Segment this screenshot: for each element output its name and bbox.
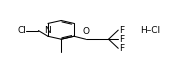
Text: F: F bbox=[119, 26, 124, 35]
Text: H–Cl: H–Cl bbox=[140, 26, 160, 35]
Text: O: O bbox=[82, 27, 89, 36]
Text: Cl: Cl bbox=[18, 26, 27, 35]
Text: F: F bbox=[119, 44, 124, 53]
Text: F: F bbox=[119, 35, 124, 44]
Text: N: N bbox=[45, 26, 51, 35]
